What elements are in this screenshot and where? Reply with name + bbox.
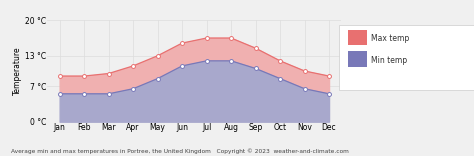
Point: [276, 77, 284, 80]
Point: [227, 37, 235, 39]
Point: [80, 93, 88, 95]
Point: [129, 88, 137, 90]
Point: [325, 75, 333, 77]
Point: [252, 47, 259, 49]
Point: [203, 60, 210, 62]
Point: [178, 42, 186, 44]
Y-axis label: Temperature: Temperature: [13, 47, 22, 95]
Point: [105, 93, 112, 95]
Point: [301, 70, 308, 72]
Point: [325, 93, 333, 95]
Point: [129, 65, 137, 67]
Point: [154, 77, 161, 80]
Text: Min temp: Min temp: [371, 56, 407, 65]
Point: [105, 72, 112, 75]
Point: [178, 65, 186, 67]
Point: [276, 60, 284, 62]
Point: [227, 60, 235, 62]
Point: [252, 67, 259, 70]
Point: [154, 55, 161, 57]
Point: [203, 37, 210, 39]
Text: Max temp: Max temp: [371, 34, 410, 43]
Text: Average min and max temperatures in Portree, the United Kingdom   Copyright © 20: Average min and max temperatures in Port…: [11, 148, 349, 154]
Point: [56, 75, 64, 77]
Point: [80, 75, 88, 77]
Point: [301, 88, 308, 90]
Point: [56, 93, 64, 95]
